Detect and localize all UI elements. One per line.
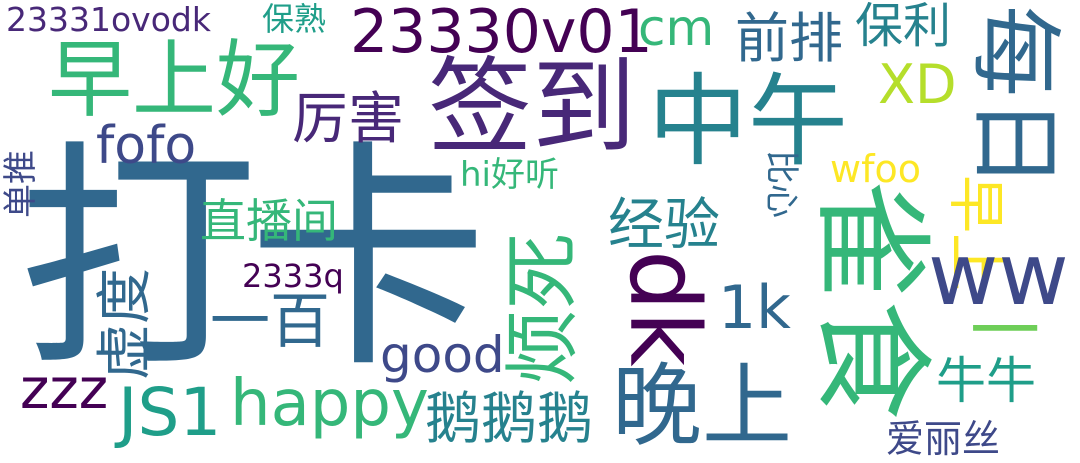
word-1k: 1k	[718, 273, 791, 343]
word-baoshu: 保熟	[262, 0, 327, 38]
word-eee: 鹅鹅鹅	[425, 387, 593, 452]
word-yibai: 一百	[210, 287, 330, 357]
word-niuniu: 牛牛	[936, 352, 1036, 410]
word-meiri: 每日	[961, 5, 1068, 190]
word-qiandao: 签到	[428, 46, 637, 168]
word-queshi: 雀食	[801, 180, 940, 420]
word-wfoo: wfoo	[830, 147, 921, 191]
word-fansi: 烦死	[498, 233, 587, 385]
word-23331ovodk: 23331ovodk	[6, 0, 211, 39]
word-cm: cm	[638, 0, 715, 57]
word-2333q: 2333q	[242, 257, 344, 295]
word-zzz: zzz	[20, 357, 109, 422]
word-xd: XD	[878, 53, 957, 116]
word-good: good	[380, 326, 505, 384]
word-hihaoting: hi好听	[460, 155, 559, 195]
word-zaoshanghao: 早上好	[48, 31, 301, 129]
word-dantui: 单推	[1, 150, 41, 218]
word-ww: ww	[928, 225, 1069, 325]
word-dk: dk	[608, 250, 720, 367]
word-jingyan: 经验	[608, 193, 720, 258]
word-bixin: 比心	[761, 150, 801, 218]
word-wanshang: 晚上	[612, 354, 792, 459]
word-happy: happy	[230, 367, 429, 441]
word-js1: JS1	[118, 374, 222, 451]
word-lihai: 厉害	[292, 87, 404, 152]
word-fofo: fofo	[96, 116, 197, 176]
word-qianpai: 前排	[735, 7, 843, 70]
word-daka: 打卡	[18, 120, 488, 400]
word-yi: 一	[970, 290, 1040, 372]
word-baoli: 保利	[855, 0, 952, 54]
word-23330v01: 23330v01	[350, 0, 653, 67]
word-ailisi: 爱丽丝	[886, 417, 1001, 461]
word-zhongwu: 中午	[648, 63, 848, 180]
word-zhibojian: 直播间	[200, 194, 338, 248]
